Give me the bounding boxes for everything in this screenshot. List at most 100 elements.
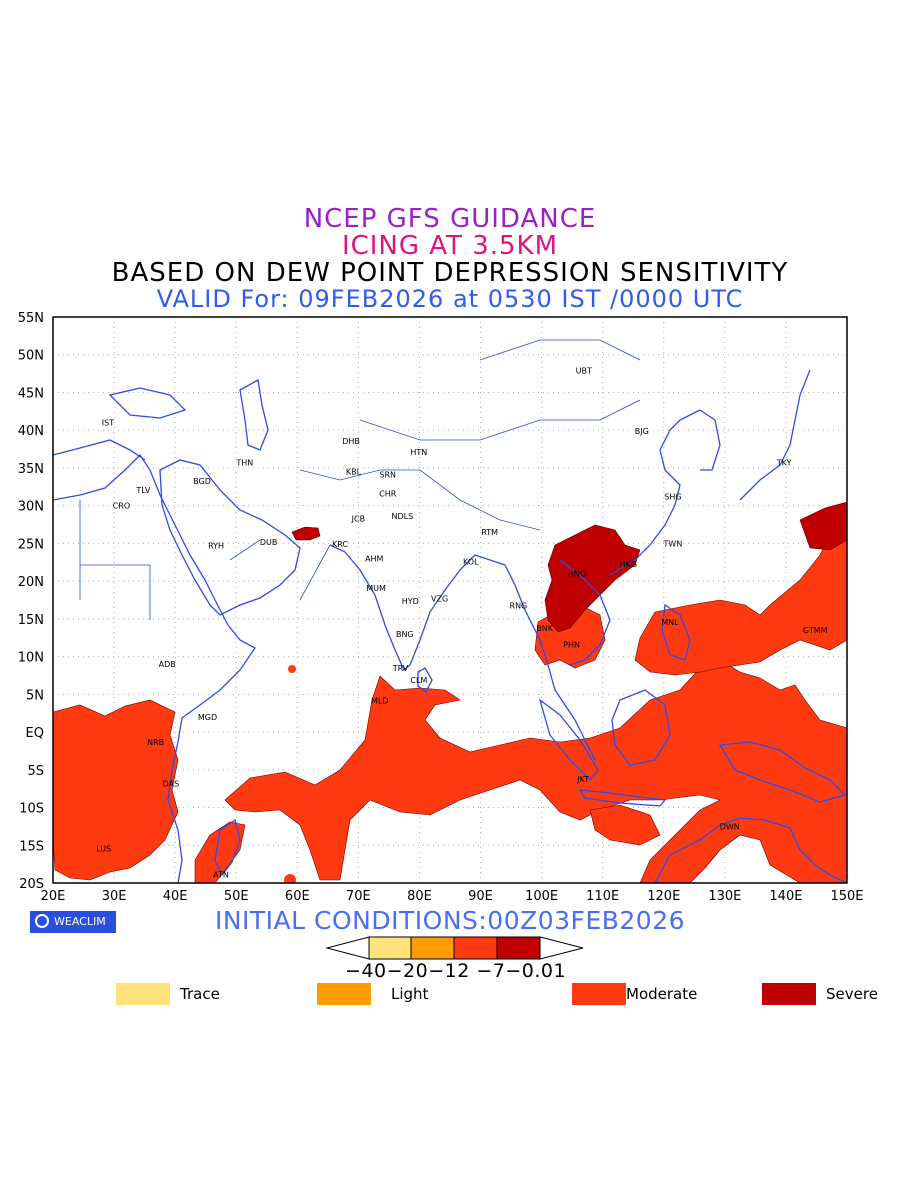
coastline-australia (654, 817, 847, 883)
lon-tick-label: 100E (525, 889, 558, 904)
city-labels: UBT BJG TKY SHG TWN HKG HNO MNL GTMM BNK PHN RNG KOL… (96, 367, 827, 880)
lat-tick-label: 5S (27, 764, 44, 779)
lon-tick-label: 150E (830, 889, 863, 904)
city-label: THN (235, 459, 253, 468)
coastline-china (609, 409, 701, 576)
lon-tick-label: 20E (41, 889, 66, 904)
colorbar-right-arrow (539, 936, 584, 960)
lon-tick-label: 110E (586, 889, 619, 904)
lon-tick-label: 50E (224, 889, 249, 904)
city-label: JCB (351, 514, 365, 523)
colorbar (325, 936, 584, 960)
coastline-indochina (504, 564, 596, 761)
longitude-labels: 20E 30E 40E 50E 60E 70E 80E 90E 100E 110E 120E 130E… (41, 889, 864, 904)
lat-tick-label: 15S (19, 839, 44, 854)
coastline-java (578, 789, 667, 807)
city-label: BNG (396, 630, 414, 639)
city-label: DUB (260, 538, 278, 547)
initial-conditions: INITIAL CONDITIONS:00Z03FEB2026 (214, 906, 686, 935)
legend-label-moderate: Moderate (626, 985, 698, 1003)
city-label: JKT (576, 775, 589, 784)
legend-swatch-light (317, 983, 371, 1005)
lon-tick-label: 80E (407, 889, 432, 904)
lat-tick-label: 30N (18, 500, 44, 515)
city-label: DWN (720, 822, 740, 831)
lat-tick-label: 10S (19, 802, 44, 817)
coastline-borneo (611, 689, 671, 766)
coastline-madagascar (214, 818, 241, 877)
coastline-sri-lanka (417, 667, 433, 693)
title-line-2: ICING AT 3.5KM (341, 231, 559, 261)
icing-area-severe (291, 526, 321, 541)
lat-tick-label: 20S (19, 877, 44, 892)
city-label: RNG (510, 601, 528, 610)
coastline-mediterranean (53, 439, 146, 461)
title-line-3: BASED ON DEW POINT DEPRESSION SENSITIVIT… (111, 258, 789, 288)
coastline-caspian (239, 378, 269, 451)
city-label: BNK (536, 624, 553, 633)
latitude-labels: 55N 50N 45N 40N 35N 30N 25N 20N 15N 10N 5N EQ 5S 10S 1… (18, 311, 44, 892)
lon-tick-label: 120E (647, 889, 680, 904)
city-label: UBT (576, 367, 592, 376)
map-frame (52, 316, 848, 884)
city-label: NRB (147, 738, 164, 747)
coastline-india (329, 544, 506, 672)
city-label: MLD (371, 696, 389, 705)
coastline-arabia (159, 459, 301, 616)
city-label: PHN (563, 641, 580, 650)
icing-area-moderate (53, 699, 179, 881)
icing-area-moderate (589, 804, 661, 846)
icing-area-moderate (288, 665, 296, 673)
city-label: AHM (365, 554, 383, 563)
lat-tick-label: 45N (18, 386, 44, 401)
logo-circle-icon (35, 914, 49, 928)
lat-tick-label: 50N (18, 349, 44, 364)
colorbar-swatch-trace (368, 936, 412, 960)
city-label: BGD (193, 477, 211, 486)
icing-fields (53, 501, 847, 883)
city-label: DHB (342, 437, 360, 446)
lat-tick-label: 55N (18, 311, 44, 326)
city-label: HNO (568, 570, 586, 579)
city-label: SRN (379, 471, 396, 480)
icing-area-moderate (224, 659, 847, 883)
city-label: BJG (635, 427, 649, 436)
icing-area-moderate (634, 504, 847, 676)
coastline-indochina-east (559, 559, 611, 666)
city-label: MGD (198, 713, 217, 722)
city-label: CRO (113, 502, 130, 511)
lat-tick-label: 25N (18, 537, 44, 552)
city-label: KBL (346, 468, 362, 477)
coastlines (53, 339, 847, 883)
lon-tick-label: 40E (163, 889, 188, 904)
lon-tick-label: 70E (346, 889, 371, 904)
legend-swatch-trace (116, 983, 170, 1005)
logo-text: WEACLIM (54, 915, 106, 928)
city-label: IST (102, 419, 114, 428)
coastline-black-sea (108, 387, 187, 419)
lat-tick-label: 5N (26, 688, 44, 703)
lon-tick-label: 90E (468, 889, 493, 904)
city-label: TWN (663, 539, 683, 548)
lat-tick-label: 35N (18, 462, 44, 477)
weaclim-logo: WEACLIM (30, 911, 116, 933)
city-label: MUM (366, 584, 386, 593)
icing-area-moderate (284, 874, 296, 883)
city-label: TLV (135, 486, 150, 495)
colorbar-swatch-light (410, 936, 455, 960)
city-label: LUS (96, 844, 111, 853)
colorbar-left-arrow (325, 936, 370, 960)
lat-tick-label: 20N (18, 575, 44, 590)
legend-label-trace: Trace (180, 985, 220, 1003)
city-label: TRV (392, 664, 409, 673)
city-label: ADB (159, 660, 176, 669)
legend-swatch-moderate (572, 983, 626, 1005)
city-label: VZG (431, 594, 448, 603)
lon-tick-label: 140E (769, 889, 802, 904)
valid-time-line: VALID For: 09FEB2026 at 0530 IST /0000 U… (156, 285, 744, 313)
city-label: CHR (379, 490, 397, 499)
coastline-japan (739, 369, 811, 501)
city-label: MNL (661, 618, 679, 627)
title-line-1: NCEP GFS GUIDANCE (303, 204, 597, 234)
